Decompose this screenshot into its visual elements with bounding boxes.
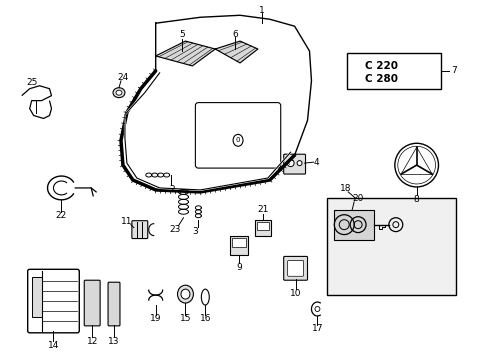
Polygon shape bbox=[215, 41, 257, 63]
Text: 6: 6 bbox=[232, 30, 238, 39]
Bar bbox=[326, 198, 455, 295]
Text: 20: 20 bbox=[352, 194, 363, 203]
Text: 2: 2 bbox=[169, 185, 175, 194]
Ellipse shape bbox=[286, 159, 293, 167]
Text: 12: 12 bbox=[86, 337, 98, 346]
Text: 7: 7 bbox=[450, 66, 456, 75]
Text: 13: 13 bbox=[108, 337, 120, 346]
Text: C 220: C 220 bbox=[365, 61, 398, 71]
Text: 24: 24 bbox=[117, 73, 128, 82]
Text: 10: 10 bbox=[289, 289, 301, 298]
Text: 25: 25 bbox=[26, 78, 37, 87]
Text: 22: 22 bbox=[56, 211, 67, 220]
Bar bbox=[232, 238, 245, 247]
FancyBboxPatch shape bbox=[287, 260, 303, 276]
Ellipse shape bbox=[113, 88, 124, 98]
Text: 4: 4 bbox=[313, 158, 319, 167]
FancyBboxPatch shape bbox=[84, 280, 100, 326]
Text: 15: 15 bbox=[180, 314, 191, 323]
Text: 5: 5 bbox=[179, 30, 185, 39]
Text: 1: 1 bbox=[259, 6, 264, 15]
FancyBboxPatch shape bbox=[28, 269, 79, 333]
Text: 3: 3 bbox=[192, 227, 198, 236]
Ellipse shape bbox=[181, 289, 189, 299]
Text: 17: 17 bbox=[311, 324, 323, 333]
Ellipse shape bbox=[201, 289, 209, 305]
Text: 19: 19 bbox=[150, 314, 161, 323]
Bar bbox=[32, 277, 41, 317]
FancyBboxPatch shape bbox=[195, 103, 280, 168]
Text: 9: 9 bbox=[236, 263, 242, 272]
Text: 18: 18 bbox=[339, 184, 350, 193]
Bar bbox=[346, 53, 441, 89]
Bar bbox=[334, 210, 373, 239]
Ellipse shape bbox=[233, 134, 243, 146]
Ellipse shape bbox=[297, 161, 302, 166]
Text: C 280: C 280 bbox=[365, 74, 398, 84]
FancyBboxPatch shape bbox=[132, 221, 147, 239]
Text: 14: 14 bbox=[48, 341, 59, 350]
Text: 21: 21 bbox=[257, 205, 268, 214]
Ellipse shape bbox=[314, 306, 319, 311]
Text: 16: 16 bbox=[199, 314, 211, 323]
Ellipse shape bbox=[177, 285, 193, 303]
Bar bbox=[256, 222, 268, 230]
Bar bbox=[254, 220, 270, 235]
Ellipse shape bbox=[116, 90, 122, 95]
Polygon shape bbox=[155, 41, 215, 66]
Bar bbox=[230, 235, 247, 255]
FancyBboxPatch shape bbox=[283, 256, 307, 280]
FancyBboxPatch shape bbox=[108, 282, 120, 326]
Text: 11: 11 bbox=[121, 217, 132, 226]
Text: 23: 23 bbox=[169, 225, 181, 234]
Text: 8: 8 bbox=[413, 195, 419, 204]
FancyBboxPatch shape bbox=[283, 154, 305, 174]
Text: 0: 0 bbox=[235, 137, 240, 143]
